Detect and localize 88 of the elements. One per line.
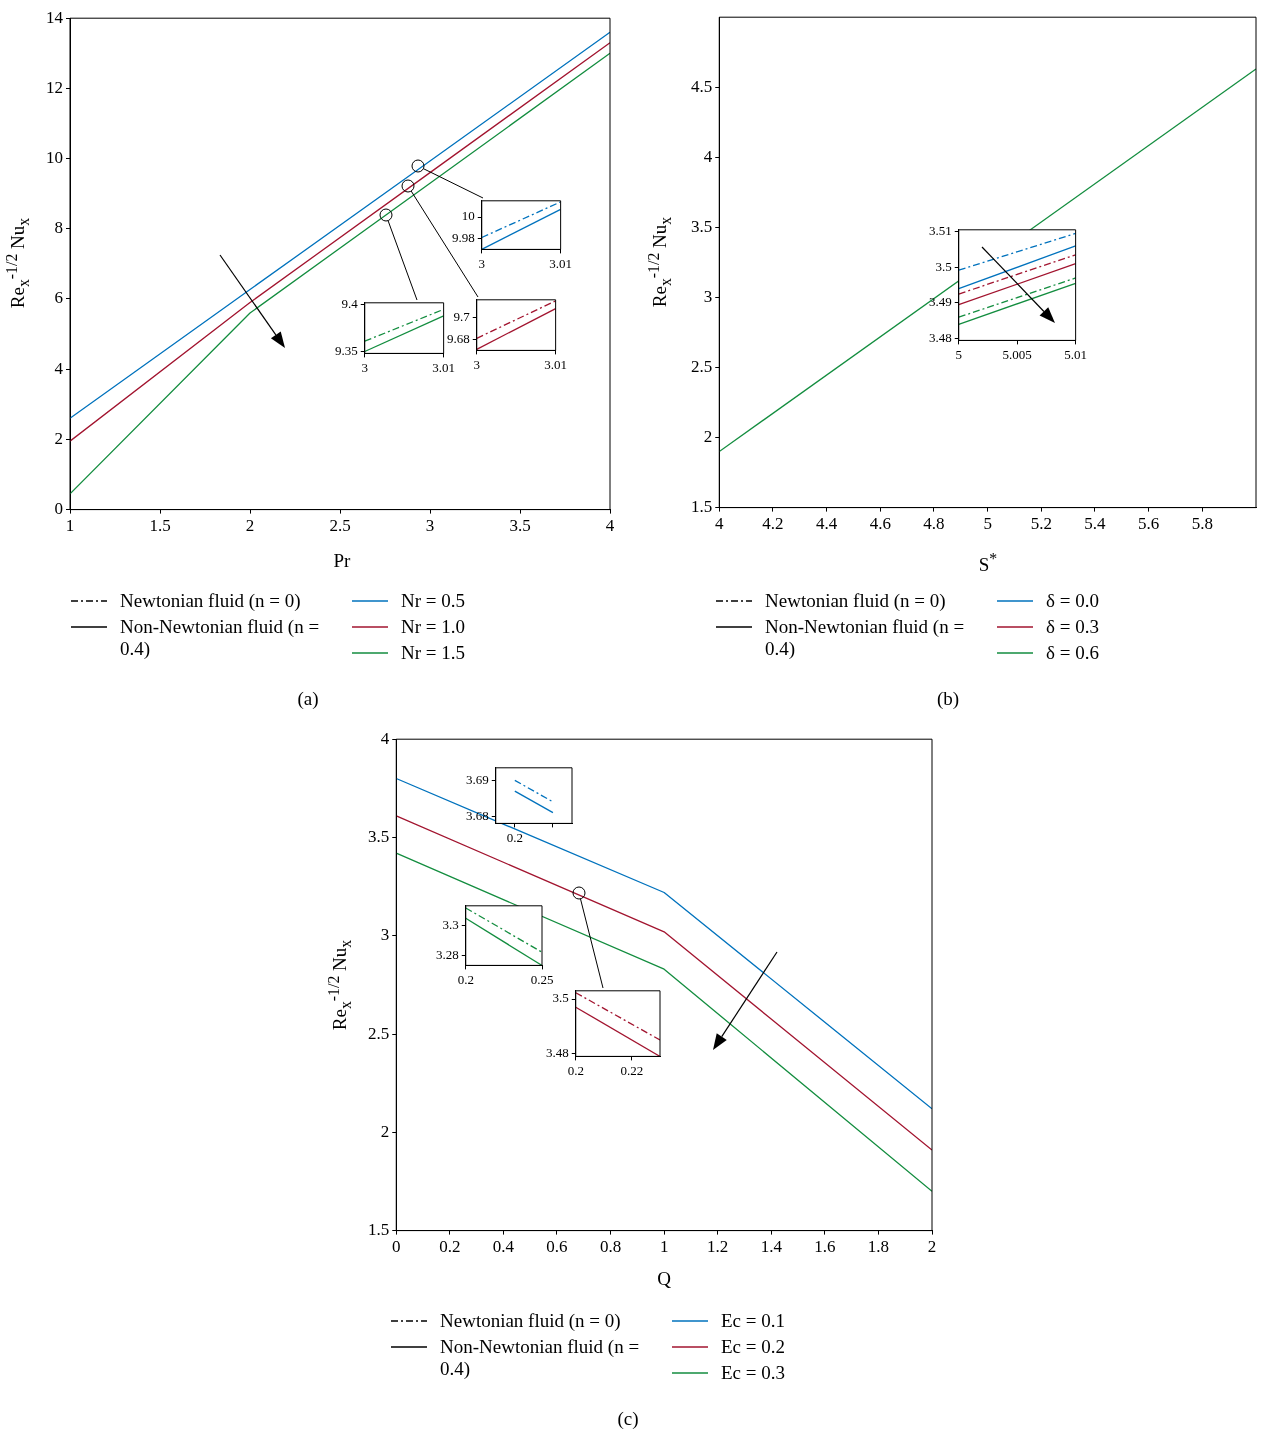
y-tick-label: 3.3 bbox=[442, 917, 459, 933]
x-tick-label: 1.4 bbox=[760, 1237, 783, 1257]
y-tick-label: 3.48 bbox=[929, 330, 952, 346]
x-tick-label: 0.2 bbox=[506, 829, 523, 845]
legend-label: δ = 0.0 bbox=[1046, 590, 1100, 612]
x-tick-label: 3.01 bbox=[549, 255, 572, 271]
legend-label: Nr = 1.0 bbox=[401, 616, 466, 638]
y-tick-label: 9.35 bbox=[335, 342, 358, 358]
legend-label: Newtonian fluid (n = 0) bbox=[440, 1310, 622, 1332]
x-tick-label: 5.8 bbox=[1191, 514, 1213, 534]
text: (a) bbox=[297, 688, 319, 710]
y-tick-label: 2 bbox=[54, 428, 63, 448]
x-tick-label: 4 bbox=[605, 516, 615, 536]
legend-label: Ec = 0.3 bbox=[721, 1362, 786, 1384]
x-tick-label: 4.8 bbox=[923, 514, 945, 534]
x-tick-label: 0.4 bbox=[492, 1237, 515, 1257]
x-tick-label: 5.6 bbox=[1138, 514, 1160, 534]
y-tick-label: 4.5 bbox=[691, 76, 713, 96]
legend-label: δ = 0.3 bbox=[1046, 616, 1100, 638]
x-tick-label: 1.2 bbox=[707, 1237, 729, 1257]
x-tick-label: 4.2 bbox=[762, 514, 784, 534]
x-tick-label: 1 bbox=[659, 1237, 669, 1257]
y-tick-label: 2 bbox=[703, 427, 713, 447]
y-tick-label: 3.28 bbox=[436, 946, 459, 962]
y-tick-label: 4 bbox=[380, 728, 390, 748]
legend-label: Nr = 0.5 bbox=[401, 590, 466, 612]
x-tick-label: 0.22 bbox=[620, 1062, 644, 1078]
x-tick-label: 5 bbox=[955, 346, 962, 362]
x-tick-label: 5 bbox=[983, 514, 992, 534]
legend-label: Non-Newtonian fluid (n = 0.4) bbox=[440, 1336, 641, 1380]
y-tick-label: 2.5 bbox=[368, 1023, 390, 1043]
legend-label: Non-Newtonian fluid (n = 0.4) bbox=[765, 616, 966, 660]
y-tick-label: 3 bbox=[380, 925, 390, 945]
x-tick-label: 5.01 bbox=[1064, 346, 1087, 362]
x-tick-label: 0.2 bbox=[567, 1062, 584, 1078]
x-tick-label: 3 bbox=[425, 516, 435, 536]
legend-label: Non-Newtonian fluid (n = 0.4) bbox=[120, 616, 321, 660]
legend-label: Ec = 0.1 bbox=[721, 1310, 786, 1332]
legend-label: Newtonian fluid (n = 0) bbox=[120, 590, 302, 612]
x-tick-label: 1 bbox=[65, 516, 75, 536]
x-tick-label: 2 bbox=[245, 516, 255, 536]
x-tick-label: 5.2 bbox=[1030, 514, 1052, 534]
x-tick-label: 0.2 bbox=[457, 971, 474, 987]
text: (c) bbox=[617, 1408, 639, 1430]
y-tick-label: 14 bbox=[46, 7, 64, 27]
legend-label: Ec = 0.2 bbox=[721, 1336, 786, 1358]
y-tick-label: 12 bbox=[46, 77, 63, 97]
x-axis-title: Q bbox=[657, 1268, 671, 1290]
x-tick-label: 3.5 bbox=[509, 516, 531, 536]
y-tick-label: 10 bbox=[46, 148, 63, 168]
y-tick-label: 3.51 bbox=[929, 223, 952, 239]
y-tick-label: 9.68 bbox=[447, 330, 470, 346]
y-tick-label: 6 bbox=[54, 288, 63, 308]
x-axis-title: S$^{*}$ bbox=[978, 550, 998, 577]
x-tick-label: 0.2 bbox=[439, 1237, 461, 1257]
x-tick-label: 3.01 bbox=[544, 356, 567, 372]
y-tick-label: 3 bbox=[703, 286, 713, 306]
y-tick-label: 9.4 bbox=[341, 296, 359, 312]
legend-label: Newtonian fluid (n = 0) bbox=[765, 590, 947, 612]
y-tick-label: 3.49 bbox=[929, 294, 952, 310]
x-tick-label: 0.8 bbox=[599, 1237, 622, 1257]
x-tick-label: 1.5 bbox=[149, 516, 171, 536]
y-tick-label: 1.5 bbox=[368, 1220, 390, 1240]
x-tick-label: 5.005 bbox=[1002, 346, 1032, 362]
x-tick-label: 3.01 bbox=[432, 359, 455, 375]
x-tick-label: 5.4 bbox=[1084, 514, 1107, 534]
legend-label: Nr = 1.5 bbox=[401, 642, 466, 664]
y-tick-label: 0 bbox=[54, 499, 63, 519]
x-tick-label: 4.6 bbox=[869, 514, 891, 534]
x-tick-label: 4.4 bbox=[815, 514, 838, 534]
y-tick-label: 3.5 bbox=[691, 216, 713, 236]
x-axis-title: Pr bbox=[333, 550, 351, 572]
y-tick-label: 3.69 bbox=[466, 771, 489, 787]
y-tick-label: 9.7 bbox=[453, 308, 471, 324]
y-tick-label: 1.5 bbox=[691, 497, 713, 517]
text: (b) bbox=[936, 688, 960, 710]
y-tick-label: 4 bbox=[703, 146, 713, 166]
y-tick-label: 3.5 bbox=[368, 826, 390, 846]
y-tick-label: 2 bbox=[380, 1121, 390, 1141]
legend-label: δ = 0.6 bbox=[1046, 642, 1100, 664]
x-tick-label: 1.8 bbox=[867, 1237, 890, 1257]
x-tick-label: 0.6 bbox=[546, 1237, 568, 1257]
y-tick-label: 8 bbox=[54, 218, 63, 238]
y-tick-label: 3.48 bbox=[546, 1045, 569, 1061]
y-tick-label: 10 bbox=[461, 208, 475, 224]
x-tick-label: 0.25 bbox=[530, 971, 554, 987]
x-tick-label: 1.6 bbox=[814, 1237, 836, 1257]
y-tick-label: 9.98 bbox=[452, 230, 475, 246]
